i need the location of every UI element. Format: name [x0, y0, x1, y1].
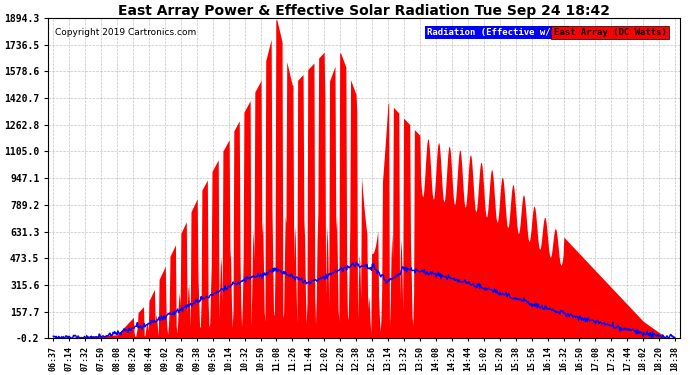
- Text: East Array (DC Watts): East Array (DC Watts): [553, 28, 667, 37]
- Text: Copyright 2019 Cartronics.com: Copyright 2019 Cartronics.com: [55, 28, 196, 37]
- Title: East Array Power & Effective Solar Radiation Tue Sep 24 18:42: East Array Power & Effective Solar Radia…: [118, 4, 610, 18]
- Text: Radiation (Effective w/m2): Radiation (Effective w/m2): [427, 28, 567, 37]
